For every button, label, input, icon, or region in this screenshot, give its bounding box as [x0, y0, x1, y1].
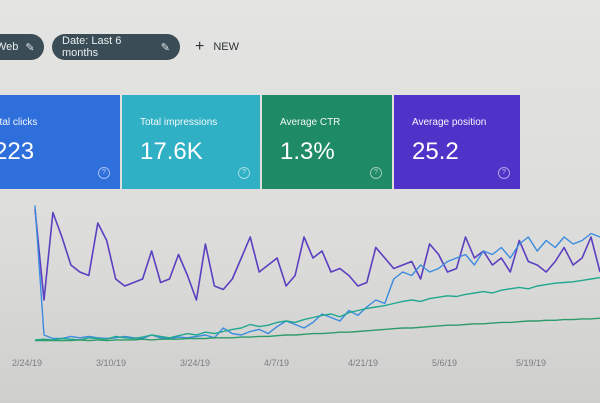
x-tick-label: 5/19/19 [516, 358, 546, 368]
x-tick-label: 4/21/19 [348, 358, 378, 368]
chart-series-line-3 [35, 317, 600, 342]
chart-series-line-2 [34, 276, 600, 341]
search-type-chip[interactable]: Web ✎ [0, 34, 44, 60]
x-tick-label: 3/10/19 [96, 358, 126, 368]
metric-label: Average CTR [280, 117, 341, 128]
metric-value: 17.6K [140, 138, 203, 165]
add-filter-label: NEW [213, 41, 240, 53]
add-filter-button[interactable]: + NEW [195, 38, 240, 55]
metric-card-total-impressions[interactable]: Total impressions 17.6K ? [122, 95, 260, 189]
metric-cards: otal clicks 223 ? Total impressions 17.6… [0, 95, 600, 189]
metric-label: Average position [412, 117, 487, 128]
performance-chart[interactable]: 2/24/19 3/10/19 3/24/19 4/7/19 4/21/19 5/6/19… [0, 190, 600, 403]
date-range-chip[interactable]: Date: Last 6 months ✎ [52, 34, 180, 60]
search-type-label: Web [0, 41, 19, 53]
date-range-label: Date: Last 6 months [62, 35, 122, 59]
help-icon[interactable]: ? [370, 167, 382, 179]
chart-series-line-0 [34, 208, 600, 301]
metric-value: 223 [0, 138, 35, 165]
metric-value: 25.2 [412, 138, 459, 165]
metric-card-total-clicks[interactable]: otal clicks 223 ? [0, 95, 120, 189]
x-tick-label: 2/24/19 [12, 358, 42, 368]
metric-label: otal clicks [0, 117, 38, 128]
x-tick-label: 4/7/19 [264, 358, 289, 368]
chart-series-line-1 [34, 205, 600, 340]
metric-label: Total impressions [140, 117, 218, 128]
help-icon[interactable]: ? [238, 167, 250, 179]
metric-card-average-position[interactable]: Average position 25.2 ? [394, 95, 520, 189]
metric-card-average-ctr[interactable]: Average CTR 1.3% ? [262, 95, 392, 189]
pencil-icon: ✎ [160, 41, 170, 54]
pencil-icon: ✎ [25, 41, 35, 54]
x-tick-label: 3/24/19 [180, 358, 210, 368]
x-tick-label: 5/6/19 [432, 358, 457, 368]
metric-value: 1.3% [280, 138, 335, 165]
help-icon[interactable]: ? [98, 167, 110, 179]
help-icon[interactable]: ? [498, 167, 510, 179]
plus-icon: + [195, 38, 205, 55]
filter-bar: Web ✎ Date: Last 6 months ✎ + NEW [0, 30, 600, 64]
